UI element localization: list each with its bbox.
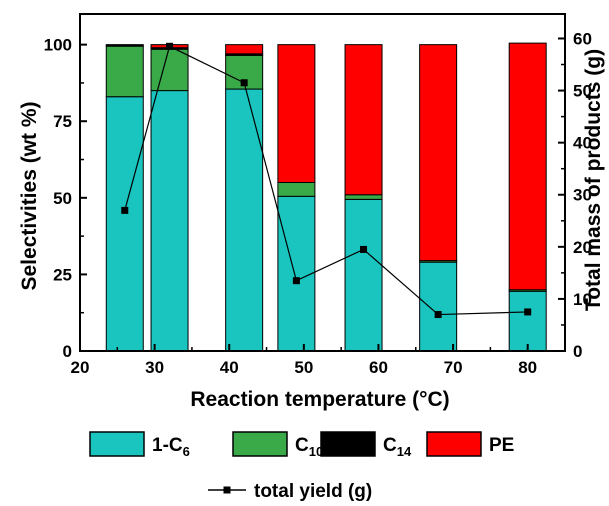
y-axis-ticks: 0 25 50 75 100: [44, 36, 87, 361]
y-tick-label-25: 25: [53, 265, 72, 284]
bar-c10-32: [150, 48, 189, 92]
x-tick-label-40: 40: [220, 358, 239, 377]
bar-c10-49: [277, 182, 316, 197]
x-tick-label-70: 70: [444, 358, 463, 377]
legend-swatch-pe: [426, 431, 482, 457]
yield-point-49: [292, 277, 300, 285]
yield-point-68: [434, 311, 442, 319]
y2-tick-label-10: 10: [573, 290, 592, 309]
y2-tick-label-40: 40: [573, 134, 592, 153]
bar-pe-58: [344, 44, 383, 196]
x-tick-label-50: 50: [294, 358, 313, 377]
bar-c14-26: [105, 44, 144, 47]
legend: 1-C6 C10 C14 PE total yield (g): [89, 431, 514, 502]
legend-swatch-c14: [320, 431, 376, 457]
legend-label-c14: C14: [383, 435, 412, 459]
y-tick-label-75: 75: [53, 112, 72, 131]
x-tick-label-20: 20: [71, 358, 90, 377]
y-axis-title: Selectivities (wt %): [18, 101, 41, 290]
legend-marker-total-yield: [223, 486, 231, 494]
y-tick-label-50: 50: [53, 189, 72, 208]
y2-axis-ticks: 0 10 20 30 40 50 60: [558, 29, 592, 361]
legend-swatch-1-c6: [89, 431, 145, 457]
bar-1-c6-80: [508, 290, 547, 352]
x-axis-ticks: 20 30 40 50 60 70 80: [71, 344, 537, 377]
y2-tick-label-20: 20: [573, 238, 592, 257]
yield-line-layer: [121, 42, 532, 319]
bar-c10-26: [105, 45, 144, 98]
yield-point-58: [360, 245, 368, 253]
yield-point-42: [240, 79, 248, 87]
x-axis-title: Reaction temperature (°C): [190, 388, 449, 411]
x-tick-label-30: 30: [145, 358, 164, 377]
bars-layer: [105, 42, 547, 352]
legend-label-total-yield: total yield (g): [254, 481, 372, 502]
yield-point-32: [166, 42, 174, 50]
legend-label-c10: C10: [295, 435, 323, 459]
x-tick-label-80: 80: [518, 358, 537, 377]
legend-label-1-c6: 1-C6: [152, 435, 190, 459]
bar-1-c6-68: [419, 261, 458, 352]
bar-1-c6-58: [344, 198, 383, 352]
bar-1-c6-42: [225, 88, 264, 352]
bar-pe-68: [419, 44, 458, 262]
legend-swatch-c10: [232, 431, 288, 457]
y-tick-label-0: 0: [63, 342, 72, 361]
bar-c10-58: [344, 194, 383, 200]
y2-tick-label-60: 60: [573, 29, 592, 48]
bar-1-c6-26: [105, 96, 144, 352]
bar-pe-42: [225, 44, 264, 55]
bar-1-c6-32: [150, 90, 189, 352]
bar-1-c6-49: [277, 195, 316, 352]
y2-tick-label-50: 50: [573, 82, 592, 101]
y2-axis-title: Total mass of products (g): [582, 49, 605, 311]
plot-frame: [79, 13, 566, 352]
bar-pe-49: [277, 44, 316, 183]
y-tick-label-100: 100: [44, 36, 72, 55]
legend-label-pe: PE: [489, 435, 514, 456]
yield-point-80: [524, 308, 532, 316]
y2-tick-label-30: 30: [573, 186, 592, 205]
y2-tick-label-0: 0: [573, 342, 582, 361]
x-tick-label-60: 60: [369, 358, 388, 377]
yield-point-26: [121, 206, 129, 214]
bar-pe-80: [508, 42, 547, 291]
